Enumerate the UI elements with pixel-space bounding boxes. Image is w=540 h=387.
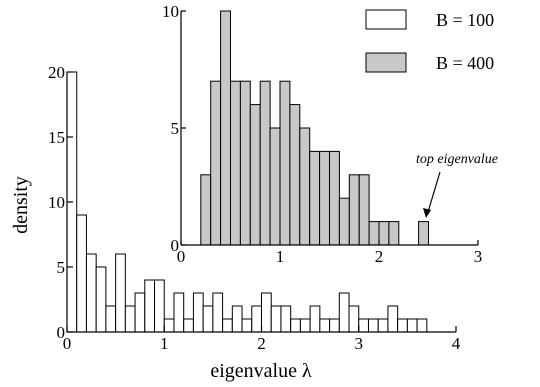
annotation-text: top eigenvalue [416,152,498,167]
main-bar [183,318,194,333]
main-bar [290,318,301,333]
inset-bar [348,174,360,246]
main-bar [348,305,360,333]
inset-bar [309,150,321,246]
inset-bar [200,174,212,246]
main-bars [66,71,428,333]
main-bar [163,318,175,333]
inset-bar [289,104,301,246]
inset-bar [210,80,222,246]
main-bar [124,305,136,333]
main-bar [115,253,126,333]
main-bar [387,305,399,333]
inset-bar [249,104,261,246]
main-bar [338,292,350,333]
main-bar [280,305,292,333]
inset-bars [200,10,430,246]
main-x-tick-label: 4 [452,334,461,353]
inset-bar [230,80,241,246]
inset-bar [329,150,340,246]
main-bar [367,318,379,333]
main-y-tick-label: 5 [57,258,66,277]
main-bar [95,266,107,333]
main-bar [134,292,146,333]
inset-bar [388,221,400,246]
main-bar [319,318,331,333]
inset-bar [358,174,370,246]
legend-swatch-b100 [365,9,407,30]
legend: B = 100 B = 400 [365,9,494,73]
inset-y-tick-label: 5 [171,119,180,138]
main-y-tick-label: 15 [48,128,65,147]
main-y-tick-label: 0 [57,323,66,342]
inset-bar [239,80,251,246]
inset-bar [259,80,271,246]
legend-swatch-b400 [365,52,407,73]
main-y-axis-label: density [10,176,32,234]
main-bar [261,292,272,333]
inset-y-tick-label: 10 [162,2,179,21]
annotation-arrow-head [423,208,431,218]
main-bar [202,305,214,333]
main-bar [358,318,369,333]
inset-axes: 0 1 2 3 0 5 10 [162,2,482,266]
main-bar [212,292,224,333]
inset-x-tick-label: 1 [276,247,285,266]
inset-bar [338,197,350,246]
main-bar [377,318,389,333]
main-bar [76,214,87,333]
main-y-tick-label: 20 [48,63,65,82]
main-bar [144,279,156,333]
main-x-tick-label: 3 [355,334,364,353]
inset-bar [368,221,380,246]
inset-bar [299,127,311,246]
main-bar [329,318,340,333]
main-bar [154,279,165,333]
main-bar [173,292,185,333]
main-bar [397,318,408,333]
inset-bar [279,80,291,246]
inset-bar [220,10,232,246]
main-bar [299,318,311,333]
inset-x-tick-label: 0 [177,247,186,266]
main-bar [222,318,233,333]
inset-x-tick-label: 2 [375,247,384,266]
inset-bar [378,221,390,246]
main-y-tick-label: 10 [48,193,65,212]
legend-label-b400: B = 400 [436,53,494,73]
main-bar [192,292,204,333]
main-bar [406,318,418,333]
legend-label-b100: B = 100 [436,10,494,30]
main-bar [85,253,97,333]
inset-bar [319,150,331,246]
main-bar [416,318,428,333]
annotation-arrow-line [427,171,441,213]
main-bar [270,305,282,333]
main-bar [309,305,321,333]
inset-x-tick-label: 3 [474,247,483,266]
main-bar [231,305,243,333]
top-eigenvalue-annotation: top eigenvalue [416,152,498,218]
main-x-tick-label: 0 [63,334,72,353]
main-bar [241,318,253,333]
main-bar [251,305,262,333]
inset-bar [269,127,281,246]
main-x-tick-label: 1 [160,334,169,353]
main-bar [105,305,117,333]
main-x-axis-label: eigenvalue λ [210,360,312,382]
inset-y-tick-label: 0 [171,236,180,255]
main-x-tick-label: 2 [257,334,266,353]
inset-bar [418,221,430,246]
